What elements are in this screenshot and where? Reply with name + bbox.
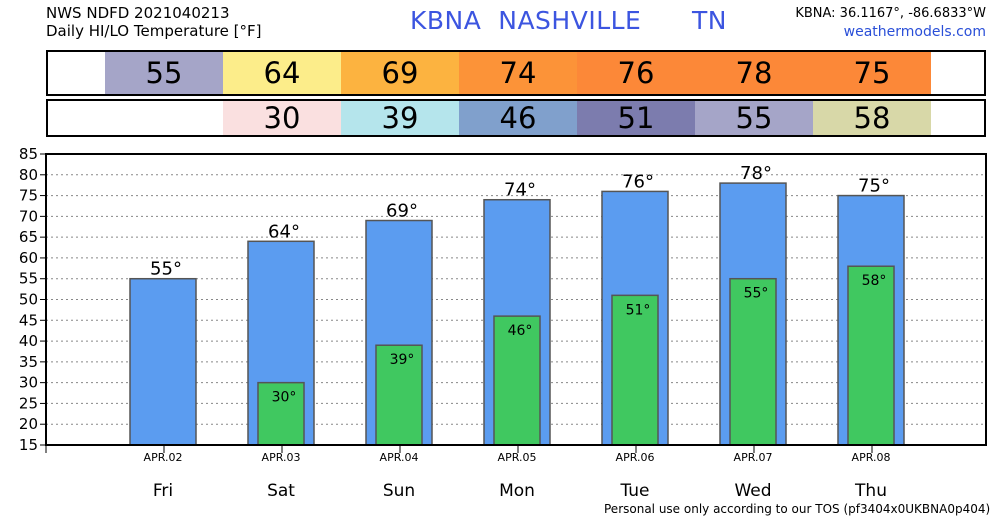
product-title: NWS NDFD 2021040213 xyxy=(46,4,230,22)
y-tick-label: 40 xyxy=(19,332,38,350)
low-temp-strip: 30 39 46 51 55 58 xyxy=(46,99,986,137)
day-label: Sat xyxy=(267,481,295,500)
y-tick-label: 60 xyxy=(19,249,38,267)
plot-border xyxy=(45,153,987,446)
low-temp-cell: 39 xyxy=(341,101,459,135)
date-label: APR.07 xyxy=(734,451,773,464)
high-temp-cell: 74 xyxy=(459,52,577,94)
date-label: APR.08 xyxy=(852,451,891,464)
high-bar xyxy=(129,277,197,446)
high-temp-cell: 78 xyxy=(695,52,813,94)
y-tick-label: 55 xyxy=(19,270,38,288)
day-label: Thu xyxy=(854,481,887,500)
low-bar xyxy=(375,344,423,446)
high-temp-strip: 55 64 69 74 76 78 75 xyxy=(46,50,986,96)
high-bar-label: 74° xyxy=(504,180,536,201)
low-temp-cell: 58 xyxy=(813,101,931,135)
day-label: Tue xyxy=(619,481,649,500)
station-title: KBNA NASHVILLE TN xyxy=(410,6,727,35)
day-label: Wed xyxy=(734,481,771,500)
low-bar-label: 55° xyxy=(744,286,769,302)
low-bar-label: 39° xyxy=(390,352,415,368)
high-temp-cell: 64 xyxy=(223,52,341,94)
low-bar-label: 51° xyxy=(626,302,651,318)
low-temp-cell: 51 xyxy=(577,101,695,135)
date-label: APR.03 xyxy=(262,451,301,464)
low-bar-label: 58° xyxy=(862,273,887,289)
day-label: Sun xyxy=(383,481,415,500)
y-tick-label: 30 xyxy=(19,374,38,392)
chart-title: Daily HI/LO Temperature [°F] xyxy=(46,22,262,40)
date-label: APR.04 xyxy=(380,451,419,464)
high-bar-label: 75° xyxy=(858,176,890,197)
site-link[interactable]: weathermodels.com xyxy=(843,24,986,40)
date-label: APR.06 xyxy=(616,451,655,464)
high-bar-label: 55° xyxy=(150,259,182,280)
low-bar-label: 46° xyxy=(508,323,533,339)
y-tick-label: 15 xyxy=(19,436,38,454)
day-label: Fri xyxy=(153,481,173,500)
high-bar-label: 78° xyxy=(740,163,772,184)
high-temp-cell: 76 xyxy=(577,52,695,94)
y-tick-label: 65 xyxy=(19,228,38,246)
y-tick-label: 25 xyxy=(19,394,38,412)
temperature-bar-chart: 15 20 25 30 35 40 45 50 55 60 65 70 75 80 85 55° APR.02 F… xyxy=(19,145,987,500)
day-label: Mon xyxy=(499,481,535,500)
y-tick-label: 75 xyxy=(19,187,38,205)
date-label: APR.05 xyxy=(498,451,537,464)
low-temp-cell: 55 xyxy=(695,101,813,135)
header-left: NWS NDFD 2021040213 Daily HI/LO Temperat… xyxy=(46,4,262,40)
low-bar xyxy=(611,294,659,446)
header-right: KBNA: 36.1167°, -86.6833°W weathermodels… xyxy=(795,4,986,42)
y-tick-label: 45 xyxy=(19,311,38,329)
high-temp-cell: 69 xyxy=(341,52,459,94)
low-bar xyxy=(493,315,541,446)
low-bar xyxy=(729,277,777,446)
high-bar-label: 69° xyxy=(386,201,418,222)
high-bar-label: 76° xyxy=(622,171,654,192)
y-tick-label: 50 xyxy=(19,291,38,309)
footer-note: Personal use only according to our TOS (… xyxy=(604,502,991,516)
low-bar-label: 30° xyxy=(272,390,297,406)
low-temp-cell: 46 xyxy=(459,101,577,135)
low-temp-cell: 30 xyxy=(223,101,341,135)
y-tick-label: 80 xyxy=(19,166,38,184)
station-coords: KBNA: 36.1167°, -86.6833°W xyxy=(795,6,986,21)
y-tick-label: 20 xyxy=(19,415,38,433)
y-tick-label: 35 xyxy=(19,353,38,371)
high-bar-label: 64° xyxy=(268,221,300,242)
y-tick-label: 70 xyxy=(19,207,38,225)
date-label: APR.02 xyxy=(144,451,183,464)
low-bar xyxy=(847,265,895,446)
y-tick-label: 85 xyxy=(19,145,38,163)
high-temp-cell: 55 xyxy=(105,52,223,94)
high-temp-cell: 75 xyxy=(813,52,931,94)
